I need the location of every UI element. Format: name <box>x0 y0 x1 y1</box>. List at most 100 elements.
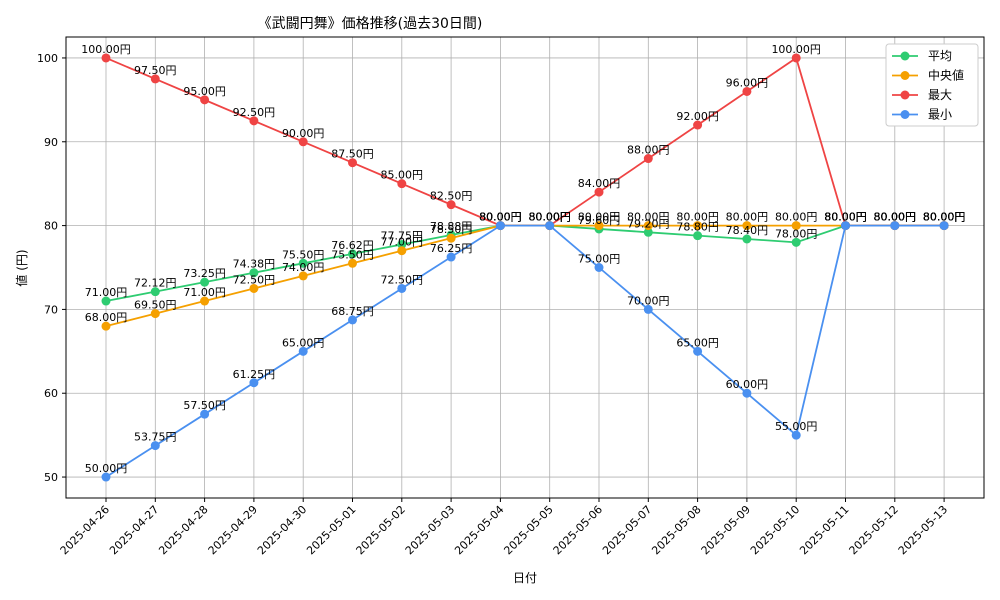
data-point <box>348 158 357 168</box>
data-point <box>495 221 505 231</box>
data-point <box>249 268 259 278</box>
data-label: 69.50円 <box>134 299 177 312</box>
data-point <box>200 277 210 287</box>
x-tick-label: 2025-05-08 <box>649 503 703 557</box>
y-tick-label: 70 <box>44 303 58 316</box>
data-point <box>200 409 210 419</box>
data-label: 65.00円 <box>676 336 719 349</box>
data-point <box>742 388 752 398</box>
data-label: 72.50円 <box>233 273 276 286</box>
data-point <box>693 346 703 356</box>
x-tick-label: 2025-04-29 <box>206 503 260 557</box>
data-point <box>446 252 456 262</box>
data-label: 80.00円 <box>479 211 522 224</box>
x-tick-label: 2025-05-12 <box>847 503 901 557</box>
data-label: 74.38円 <box>233 258 276 271</box>
data-label: 75.00円 <box>578 253 621 266</box>
data-label: 80.00円 <box>726 211 769 224</box>
data-point <box>101 296 111 306</box>
series-line <box>105 224 945 478</box>
data-label: 80.00円 <box>923 211 966 224</box>
data-labels-layer: 71.00円72.12円73.25円74.38円75.50円76.62円77.7… <box>81 43 965 475</box>
x-axis-label: 日付 <box>513 571 537 585</box>
data-label: 50.00円 <box>85 462 128 475</box>
data-label: 55.00円 <box>775 420 818 433</box>
data-label: 96.00円 <box>726 76 769 89</box>
x-tick-label: 2025-05-01 <box>304 503 358 557</box>
data-label: 80.00円 <box>775 211 818 224</box>
data-label: 78.50円 <box>430 223 473 236</box>
x-tick-label: 2025-05-04 <box>452 503 506 557</box>
data-point <box>348 258 357 268</box>
legend-box <box>885 43 979 127</box>
data-label: 77.00円 <box>381 236 424 249</box>
data-label: 60.00円 <box>726 378 769 391</box>
data-label: 80.00円 <box>578 211 621 224</box>
data-point <box>298 137 308 147</box>
grid <box>66 37 984 498</box>
data-label: 80.00円 <box>627 211 670 224</box>
legend-swatch-marker <box>900 90 910 100</box>
x-tick-label: 2025-04-28 <box>156 503 210 557</box>
x-tick-label: 2025-05-03 <box>403 503 457 557</box>
data-point <box>693 231 703 241</box>
data-label: 73.25円 <box>183 267 226 280</box>
chart-title: 《武闘円舞》価格推移(過去30日間) <box>258 16 483 32</box>
x-tick-label: 2025-05-06 <box>551 503 605 557</box>
data-label: 82.50円 <box>430 190 473 203</box>
series-layer <box>101 53 949 482</box>
data-label: 92.50円 <box>233 106 276 119</box>
legend-label: 最小 <box>928 108 952 122</box>
data-point <box>594 263 604 272</box>
plot-frame <box>65 36 985 499</box>
data-label: 80.00円 <box>479 211 522 224</box>
data-label: 61.25円 <box>233 368 276 381</box>
data-point <box>742 221 752 231</box>
data-label: 78.00円 <box>775 227 818 240</box>
data-label: 68.75円 <box>331 305 374 318</box>
x-tick-label: 2025-05-11 <box>797 503 851 557</box>
data-label: 71.00円 <box>183 286 226 299</box>
data-label: 70.00円 <box>627 294 670 307</box>
x-tick-label: 2025-05-05 <box>501 503 555 557</box>
data-label: 80.00円 <box>824 211 867 224</box>
y-axis: 50 60 70 80 90 100 <box>37 52 66 484</box>
x-tick-label: 2025-05-02 <box>354 503 408 557</box>
data-point <box>791 221 801 231</box>
data-label: 87.50円 <box>331 148 374 161</box>
data-label: 75.50円 <box>282 248 325 261</box>
data-label: 80.00円 <box>479 211 522 224</box>
data-point <box>594 221 604 231</box>
legend-swatch-marker <box>900 71 910 80</box>
data-label: 80.00円 <box>874 211 917 224</box>
data-label: 80.00円 <box>528 211 571 224</box>
x-tick-label: 2025-04-30 <box>255 503 309 557</box>
data-point <box>594 187 604 197</box>
legend-swatch-marker <box>900 51 910 61</box>
data-label: 84.00円 <box>578 177 621 190</box>
data-label: 80.00円 <box>923 211 966 224</box>
data-label: 65.00円 <box>282 336 325 349</box>
data-point <box>249 378 259 388</box>
data-point <box>298 258 308 268</box>
y-tick-label: 60 <box>44 387 58 400</box>
data-label: 100.00円 <box>81 43 131 56</box>
x-tick-label: 2025-04-26 <box>58 503 112 557</box>
data-label: 68.00円 <box>85 311 128 324</box>
data-label: 90.00円 <box>282 127 325 140</box>
data-label: 74.00円 <box>282 261 325 274</box>
data-point <box>397 246 407 256</box>
data-point <box>101 472 111 482</box>
x-tick-label: 2025-05-07 <box>600 503 654 557</box>
data-point <box>397 283 407 293</box>
data-point <box>890 221 900 231</box>
data-point <box>397 239 407 249</box>
data-label: 53.75円 <box>134 431 177 444</box>
data-point <box>791 237 801 247</box>
data-point <box>791 53 801 63</box>
data-label: 79.20円 <box>627 217 670 230</box>
data-label: 80.00円 <box>479 211 522 224</box>
data-point <box>101 53 111 63</box>
data-point <box>446 233 456 243</box>
